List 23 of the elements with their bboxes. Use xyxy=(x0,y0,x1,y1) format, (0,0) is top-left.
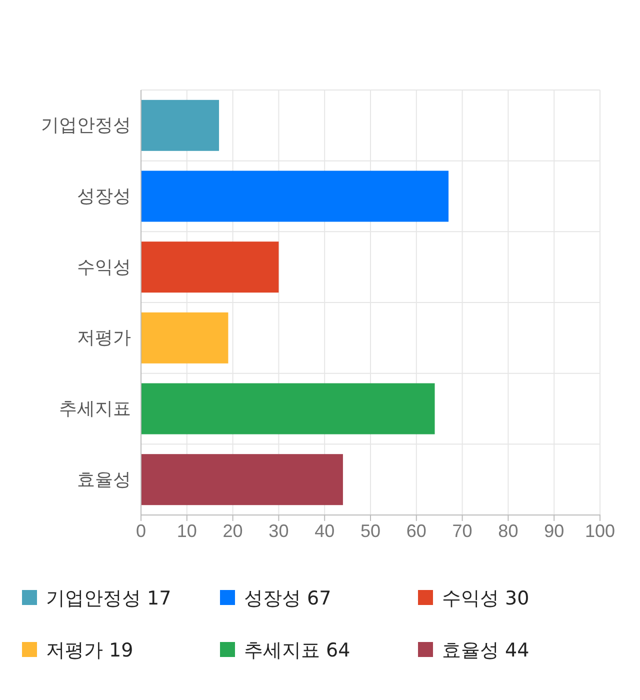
y-tick-label: 기업안정성 xyxy=(41,115,131,136)
y-tick-label: 추세지표 xyxy=(59,398,131,419)
x-tick-label: 50 xyxy=(360,520,381,541)
x-tick-label: 70 xyxy=(452,520,472,541)
y-tick-label: 성장성 xyxy=(77,186,131,206)
y-tick-label: 수익성 xyxy=(77,256,131,277)
x-tick-label: 80 xyxy=(498,520,518,541)
x-tick-label: 60 xyxy=(406,520,426,541)
x-tick-label: 30 xyxy=(268,520,289,541)
y-tick-label: 효율성 xyxy=(77,469,131,490)
x-tick-label: 90 xyxy=(544,520,564,541)
legend-label: 기업안정성 17 xyxy=(46,588,172,610)
x-tick-label: 20 xyxy=(222,520,243,541)
x-tick-label: 40 xyxy=(314,520,335,541)
x-tick-label: 10 xyxy=(176,520,197,541)
x-tick-label: 100 xyxy=(584,520,616,541)
legend-label: 성장성 67 xyxy=(244,588,332,610)
legend-label: 저평가 19 xyxy=(46,640,134,662)
y-tick-label: 저평가 xyxy=(77,328,131,348)
x-tick-label: 0 xyxy=(136,520,146,541)
legend-label: 효율성 44 xyxy=(442,640,530,662)
legend-label: 수익성 30 xyxy=(442,588,530,610)
legend-label: 추세지표 64 xyxy=(244,640,350,662)
